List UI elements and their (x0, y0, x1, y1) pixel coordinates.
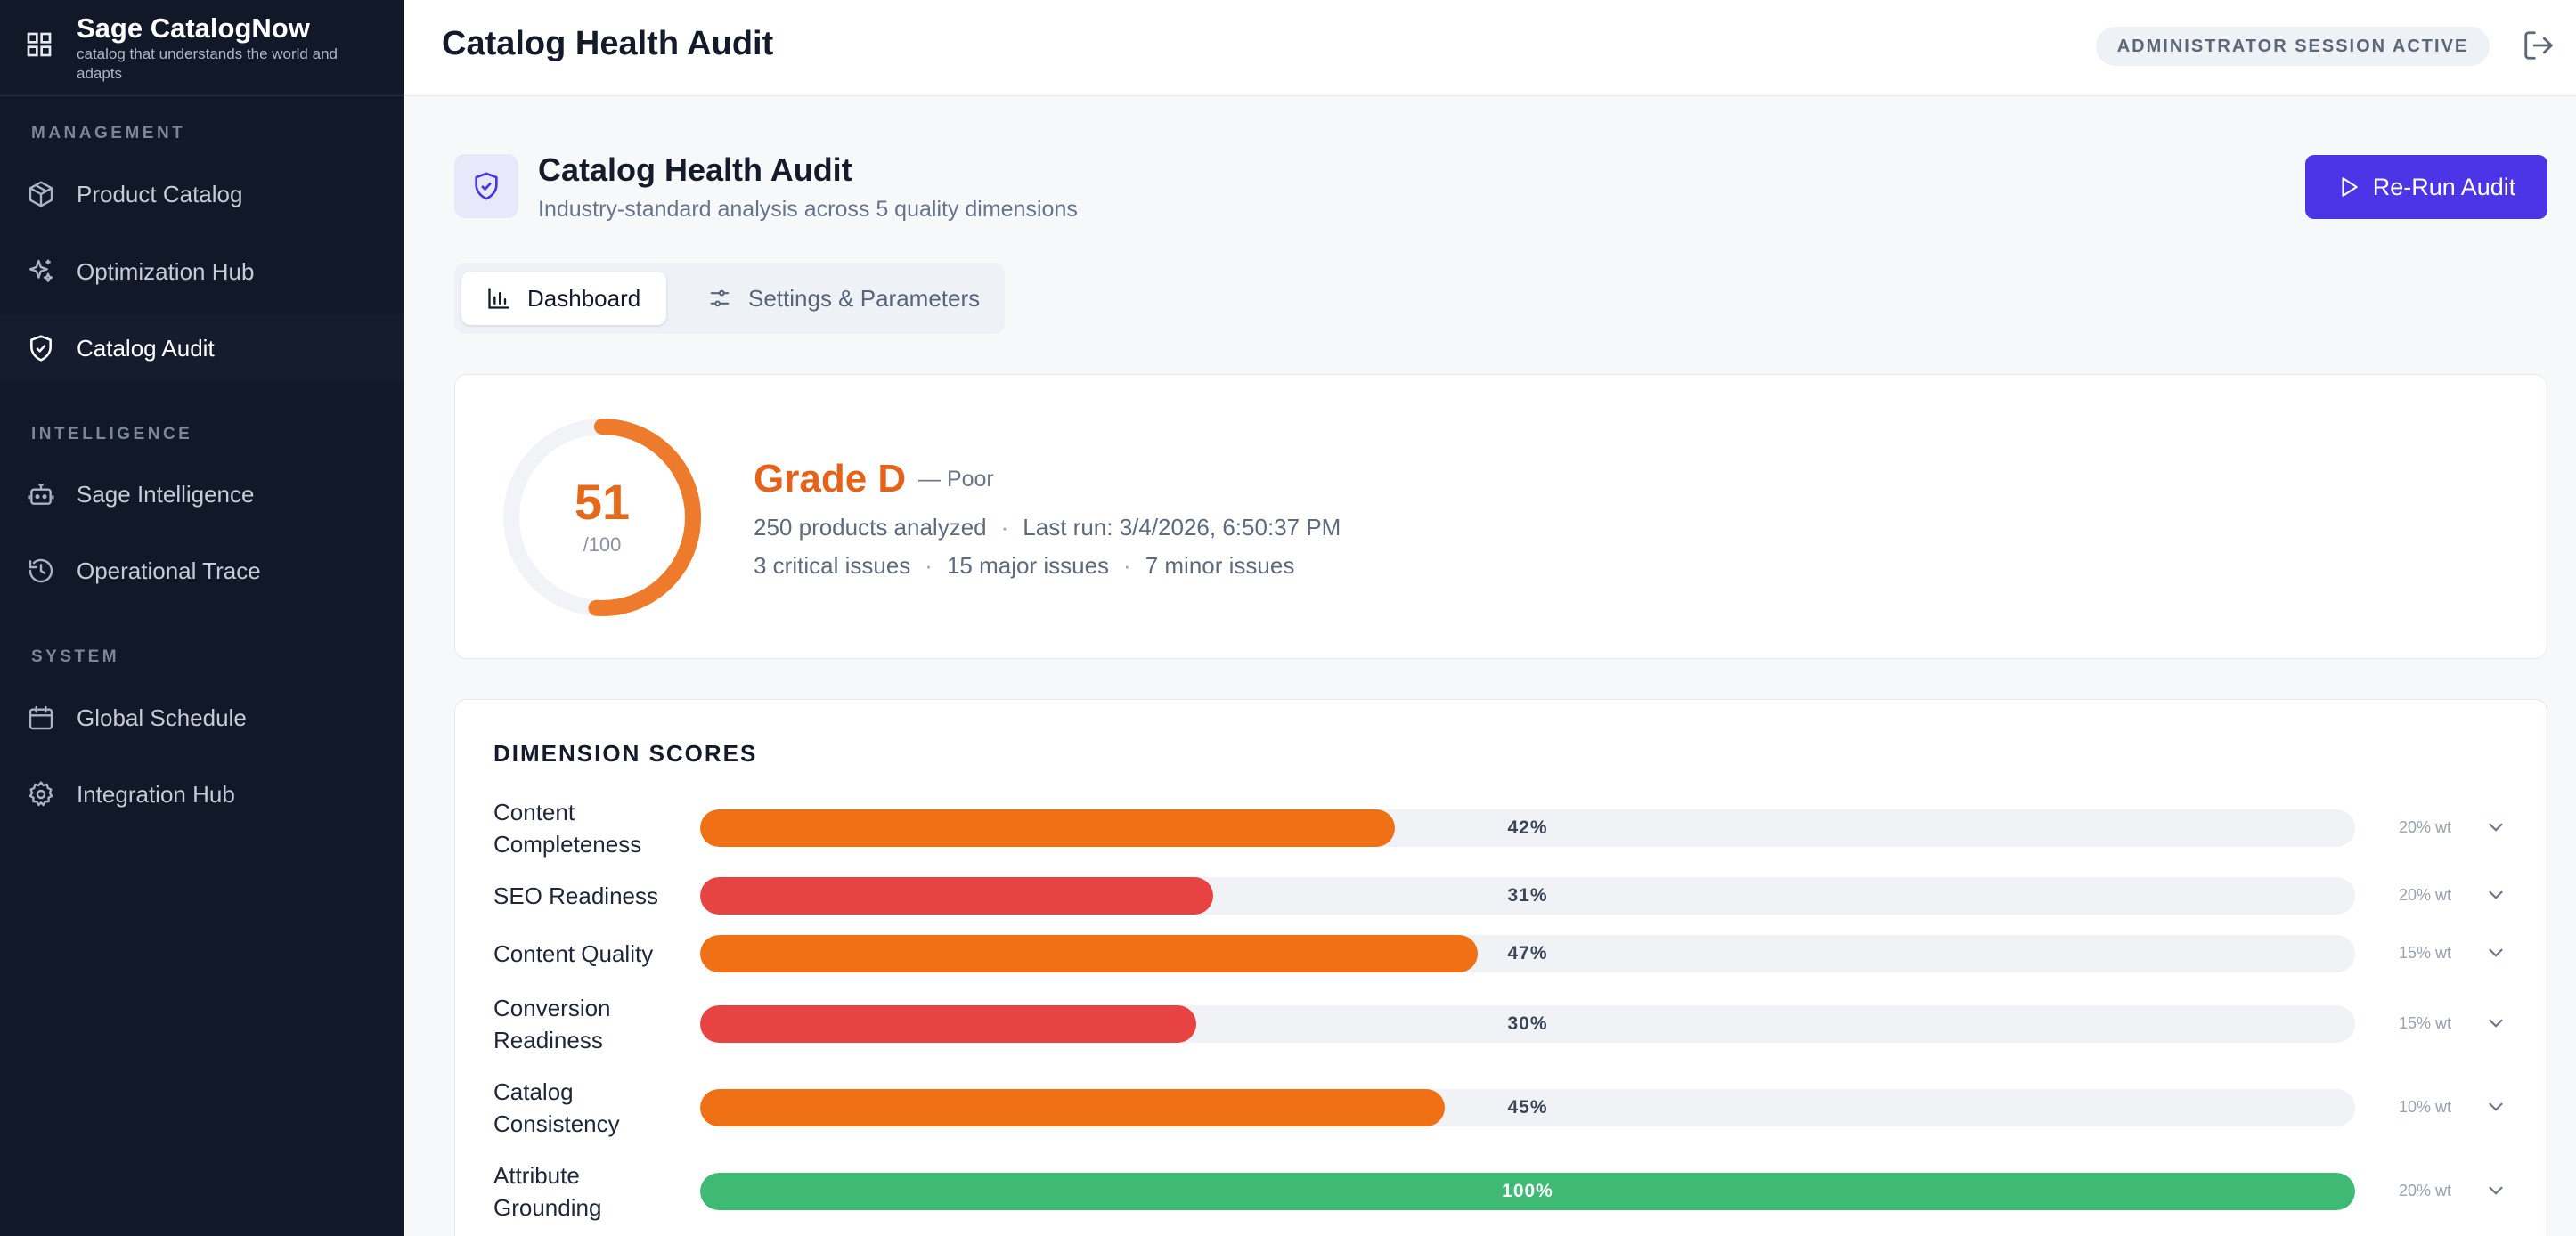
dimension-weight: 10% wt (2399, 1098, 2452, 1116)
sidebar-item-product-catalog[interactable]: Product Catalog (0, 160, 404, 228)
shield-check-icon (25, 332, 57, 364)
history-icon (25, 555, 57, 587)
minor-issues: 7 minor issues (1145, 552, 1295, 579)
tab-label: Settings & Parameters (748, 284, 981, 312)
dimension-bar: 42% (700, 809, 2355, 847)
grade-description: — Poor (918, 467, 994, 492)
dimension-bar: 47% (700, 935, 2355, 972)
rerun-audit-label: Re-Run Audit (2372, 173, 2516, 200)
dimension-bar-fill (700, 809, 1396, 847)
sidebar-item-label: Product Catalog (77, 180, 243, 207)
chevron-down-icon[interactable] (2484, 883, 2507, 907)
session-badge: ADMINISTRATOR SESSION ACTIVE (2096, 27, 2490, 66)
chevron-down-icon[interactable] (2484, 816, 2507, 839)
sparkles-icon (25, 256, 57, 288)
page-subtitle: Industry-standard analysis across 5 qual… (538, 197, 1078, 222)
tab-dashboard[interactable]: Dashboard (461, 272, 666, 325)
dimension-label: Catalog Consistency (493, 1078, 620, 1137)
dimension-scores-title: DIMENSION SCORES (493, 740, 758, 767)
sidebar-item-label: Global Schedule (77, 703, 247, 731)
sidebar-item-label: Catalog Audit (77, 334, 215, 362)
dimension-bar-fill (700, 935, 1479, 972)
brand: Sage CatalogNow catalog that understands… (0, 0, 404, 96)
sliders-icon (710, 289, 730, 307)
dimension-bar: 100% (700, 1173, 2355, 1210)
dimension-bar-fill (700, 1005, 1197, 1043)
sidebar-item-operational-trace[interactable]: Operational Trace (0, 537, 404, 605)
issue-summary: 3 critical issues · 15 major issues · 7 mino… (754, 552, 1295, 579)
page-title: Catalog Health Audit (538, 151, 852, 188)
tab-label: Dashboard (527, 284, 641, 312)
package-icon (25, 178, 57, 210)
dimension-percent: 42% (1507, 817, 1548, 838)
dimension-weight: 20% wt (2399, 818, 2452, 836)
critical-issues: 3 critical issues (754, 552, 911, 579)
dimension-bar-fill (700, 1089, 1446, 1126)
sidebar-item-label: Sage Intelligence (77, 480, 255, 508)
score-ring-arc (503, 419, 701, 616)
dimension-label: Attribute Grounding (493, 1162, 602, 1221)
sidebar-item-integration-hub[interactable]: Integration Hub (0, 760, 404, 828)
score-value: 51 (574, 474, 631, 530)
score-card: 51 /100 Grade D — Poor 250 products anal… (454, 374, 2547, 659)
score-out-of: /100 (583, 533, 622, 556)
play-icon (2342, 177, 2358, 197)
sidebar-item-global-schedule[interactable]: Global Schedule (0, 684, 404, 752)
major-issues: 15 major issues (946, 552, 1110, 579)
dimension-scores-card: DIMENSION SCORES Content Completeness 42… (454, 699, 2547, 1236)
dimension-percent: 47% (1507, 943, 1548, 964)
dimension-weight: 15% wt (2399, 944, 2452, 962)
bar-chart-icon (488, 288, 509, 309)
dimension-percent: 31% (1507, 885, 1548, 906)
chevron-down-icon[interactable] (2484, 1095, 2507, 1118)
sidebar-item-optimization-hub[interactable]: Optimization Hub (0, 238, 404, 305)
dimension-bar: 31% (700, 877, 2355, 915)
shield-check-icon (454, 154, 518, 218)
chevron-down-icon[interactable] (2484, 941, 2507, 964)
chevron-down-icon[interactable] (2484, 1179, 2507, 1202)
dimension-bar-fill (700, 877, 1213, 915)
rerun-audit-button[interactable]: Re-Run Audit (2305, 155, 2547, 219)
tab-settings[interactable]: Settings & Parameters (688, 272, 990, 325)
dimension-label: Conversion Readiness (493, 995, 611, 1053)
sidebar-item-label: Integration Hub (77, 780, 235, 808)
calendar-icon (25, 702, 57, 734)
section-system: SYSTEM (31, 647, 120, 666)
section-intelligence: INTELLIGENCE (31, 425, 193, 443)
dimension-weight: 15% wt (2399, 1014, 2452, 1032)
header-title: Catalog Health Audit (442, 25, 774, 62)
bot-icon (25, 478, 57, 510)
last-run: Last run: 3/4/2026, 6:50:37 PM (1023, 514, 1341, 541)
logout-icon[interactable] (2522, 28, 2557, 64)
sidebar-item-catalog-audit[interactable]: Catalog Audit (0, 314, 404, 382)
dimension-weight: 20% wt (2399, 886, 2452, 904)
dimension-label: Content Quality (493, 940, 654, 967)
dimension-bar-fill (700, 1173, 2355, 1210)
sidebar-item-sage-intelligence[interactable]: Sage Intelligence (0, 460, 404, 528)
grid-icon[interactable] (25, 30, 53, 59)
dimension-bar: 30% (700, 1005, 2355, 1043)
section-management: MANAGEMENT (31, 124, 186, 142)
audit-meta: 250 products analyzed · Last run: 3/4/2026… (754, 514, 1341, 541)
app-tagline: catalog that understands the world and a… (77, 45, 338, 82)
grade-label: Grade D (754, 457, 907, 500)
dimension-bar: 45% (700, 1089, 2355, 1126)
gear-icon (25, 778, 57, 810)
sidebar-item-label: Optimization Hub (77, 257, 255, 285)
dimension-percent: 100% (1502, 1181, 1553, 1201)
dimension-percent: 45% (1507, 1097, 1548, 1118)
sidebar: Sage CatalogNow catalog that understands… (0, 0, 404, 1236)
dimension-label: Content Completeness (493, 799, 642, 858)
dimension-label: SEO Readiness (493, 882, 658, 909)
products-analyzed: 250 products analyzed (754, 514, 987, 541)
dimension-weight: 20% wt (2399, 1182, 2452, 1199)
top-header: Catalog Health Audit ADMINISTRATOR SESSI… (404, 0, 2576, 96)
tab-bar: Dashboard Settings & Parameters (454, 263, 1005, 334)
chevron-down-icon[interactable] (2484, 1012, 2507, 1035)
score-ring (503, 419, 701, 616)
dimension-percent: 30% (1507, 1013, 1548, 1034)
sidebar-item-label: Operational Trace (77, 557, 261, 584)
app-name: Sage CatalogNow (77, 12, 310, 44)
